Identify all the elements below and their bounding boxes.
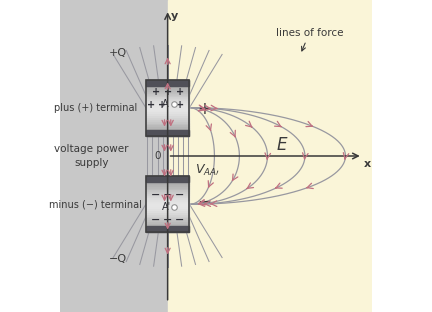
Bar <box>146 93 190 95</box>
Bar <box>146 208 190 210</box>
Bar <box>146 219 190 221</box>
Bar <box>146 87 190 89</box>
Bar <box>146 95 190 96</box>
Text: −: − <box>175 189 184 200</box>
Bar <box>146 188 190 189</box>
Bar <box>146 217 190 219</box>
Bar <box>146 96 190 98</box>
Bar <box>146 227 190 229</box>
Bar <box>146 176 190 178</box>
Text: +Q: +Q <box>109 48 127 58</box>
Bar <box>146 124 190 126</box>
Text: +: + <box>197 100 211 118</box>
Bar <box>146 231 190 232</box>
Bar <box>146 110 190 111</box>
Text: 0: 0 <box>154 151 161 161</box>
Bar <box>146 102 190 104</box>
Bar <box>146 106 190 108</box>
Bar <box>146 202 190 204</box>
Bar <box>146 191 190 193</box>
Bar <box>146 204 190 206</box>
Bar <box>146 113 190 115</box>
Text: −: − <box>163 215 172 225</box>
Bar <box>146 206 190 208</box>
Bar <box>146 212 190 214</box>
Bar <box>60 0 168 312</box>
Bar <box>146 128 190 130</box>
Text: +: + <box>175 100 184 110</box>
Bar <box>146 199 190 201</box>
Bar <box>146 184 190 186</box>
Bar <box>146 115 190 117</box>
Bar <box>146 178 190 180</box>
Text: −: − <box>151 215 160 225</box>
Bar <box>146 195 190 197</box>
Bar <box>146 130 190 132</box>
Bar <box>146 223 190 225</box>
Bar <box>146 210 190 212</box>
Bar <box>146 100 190 102</box>
Text: x: x <box>364 159 371 169</box>
Text: voltage power
supply: voltage power supply <box>54 144 128 168</box>
Text: −: − <box>151 189 160 200</box>
Text: $V_{AA\prime}$: $V_{AA\prime}$ <box>195 163 220 178</box>
Bar <box>146 117 190 119</box>
Bar <box>146 225 190 227</box>
Text: +: + <box>147 100 156 110</box>
Bar <box>146 85 190 87</box>
Text: E: E <box>276 136 287 154</box>
Text: +: + <box>152 87 160 97</box>
Text: A: A <box>162 99 169 109</box>
Bar <box>146 189 190 191</box>
Bar <box>146 176 190 232</box>
Bar <box>146 80 190 136</box>
Bar <box>146 104 190 106</box>
Text: −: − <box>163 189 172 200</box>
Bar <box>146 83 190 85</box>
Bar <box>146 180 190 182</box>
Bar <box>146 182 190 184</box>
Bar <box>146 111 190 113</box>
Bar <box>168 0 372 312</box>
Bar <box>146 126 190 128</box>
Bar <box>146 123 190 124</box>
Text: +: + <box>175 87 184 97</box>
Text: +: + <box>158 100 166 110</box>
Bar <box>146 221 190 223</box>
Text: y: y <box>171 11 178 21</box>
Bar <box>146 216 190 217</box>
Text: +: + <box>164 87 172 97</box>
Text: −: − <box>175 215 184 225</box>
Bar <box>146 91 190 93</box>
Bar <box>146 121 190 123</box>
Text: plus (+) terminal: plus (+) terminal <box>54 103 137 113</box>
Bar <box>146 201 190 202</box>
Bar <box>146 197 190 199</box>
Bar <box>146 226 190 232</box>
Text: lines of force: lines of force <box>276 28 343 51</box>
Bar <box>146 134 190 136</box>
Bar <box>146 186 190 188</box>
Bar <box>146 81 190 83</box>
Bar <box>146 98 190 100</box>
Bar <box>146 89 190 91</box>
Bar <box>146 229 190 231</box>
Bar <box>146 80 190 81</box>
Bar <box>146 80 190 86</box>
Bar <box>146 214 190 216</box>
Text: −Q: −Q <box>109 254 127 264</box>
Text: A': A' <box>162 202 171 212</box>
Bar <box>146 193 190 195</box>
Bar <box>146 132 190 134</box>
Bar <box>146 176 190 183</box>
Text: −: − <box>197 192 211 210</box>
Bar <box>146 108 190 110</box>
Bar <box>146 119 190 121</box>
Bar <box>146 129 190 136</box>
Text: minus (−) terminal: minus (−) terminal <box>49 199 142 209</box>
